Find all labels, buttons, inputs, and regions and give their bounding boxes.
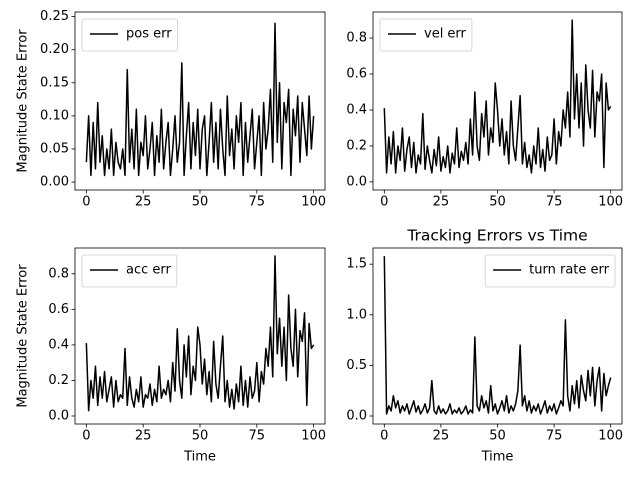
- x-tick-label: 75: [546, 429, 563, 444]
- y-tick-label: 1.5: [346, 257, 367, 272]
- y-tick-label: 0.2: [48, 373, 69, 388]
- y-tick-label: 0.8: [48, 266, 69, 281]
- x-tick-label: 75: [249, 429, 266, 444]
- x-axis-label: Time: [481, 450, 514, 465]
- y-tick-label: 0.4: [346, 102, 367, 117]
- y-tick-label: 1.0: [346, 307, 367, 322]
- legend-label: pos err: [126, 27, 172, 42]
- y-tick-label: 0.5: [346, 358, 367, 373]
- y-tick-label: 0.0: [346, 409, 367, 424]
- x-tick-label: 50: [489, 195, 506, 210]
- x-axis-label: Time: [183, 450, 216, 465]
- x-tick-label: 25: [433, 429, 450, 444]
- x-tick-label: 100: [301, 195, 326, 210]
- legend: pos err: [81, 18, 178, 52]
- chart-title: Tracking Errors vs Time: [406, 227, 587, 245]
- legend-frame: [81, 254, 178, 288]
- x-tick-label: 25: [135, 429, 152, 444]
- x-tick-label: 0: [380, 195, 388, 210]
- y-axis-label: Magnitude State Error: [16, 29, 31, 173]
- legend: vel err: [379, 18, 473, 52]
- x-tick-label: 75: [546, 195, 563, 210]
- x-tick-label: 100: [301, 429, 326, 444]
- y-tick-label: 0.6: [48, 302, 69, 317]
- legend-label: acc err: [126, 263, 172, 278]
- legend-label: turn rate err: [529, 263, 609, 278]
- series-line: [85, 255, 315, 412]
- y-tick-label: 0.20: [40, 42, 69, 57]
- x-tick-label: 50: [192, 429, 209, 444]
- x-tick-label: 0: [82, 195, 90, 210]
- y-tick-label: 0.0: [346, 174, 367, 189]
- x-tick-label: 25: [433, 195, 450, 210]
- y-tick-label: 0.0: [48, 409, 69, 424]
- legend: acc err: [81, 254, 178, 288]
- x-tick-label: 50: [192, 195, 209, 210]
- legend: turn rate err: [484, 254, 616, 288]
- y-tick-label: 0.6: [346, 67, 367, 82]
- x-tick-label: 50: [489, 429, 506, 444]
- legend-frame: [484, 254, 616, 288]
- x-tick-label: 100: [598, 429, 623, 444]
- y-tick-label: 0.25: [40, 9, 69, 24]
- series-line: [85, 22, 315, 177]
- x-tick-label: 0: [380, 429, 388, 444]
- y-tick-label: 0.8: [346, 31, 367, 46]
- legend-frame: [81, 18, 178, 52]
- y-tick-label: 0.10: [40, 108, 69, 123]
- y-tick-label: 0.4: [48, 337, 69, 352]
- x-tick-label: 25: [135, 195, 152, 210]
- y-axis-label: Magnitude State Error: [16, 264, 31, 408]
- x-tick-label: 0: [82, 429, 90, 444]
- y-tick-label: 0.05: [40, 141, 69, 156]
- series-line: [383, 19, 612, 174]
- y-tick-label: 0.15: [40, 75, 69, 90]
- legend-label: vel err: [424, 27, 467, 42]
- series-line: [383, 256, 612, 415]
- y-tick-label: 0.2: [346, 138, 367, 153]
- y-tick-label: 0.00: [40, 175, 69, 190]
- x-tick-label: 75: [249, 195, 266, 210]
- legend-frame: [379, 18, 473, 52]
- x-tick-label: 100: [598, 195, 623, 210]
